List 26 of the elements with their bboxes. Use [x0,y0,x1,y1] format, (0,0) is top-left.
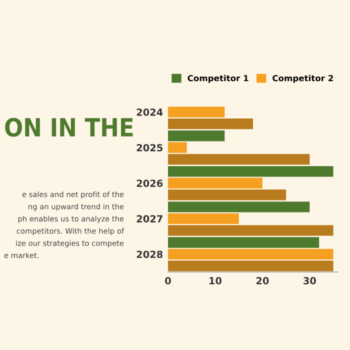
bar [168,166,334,177]
bar [168,248,334,260]
bar [168,118,253,130]
bar [168,106,225,118]
bar [168,130,225,142]
y-tick-label: 2027 [136,215,162,223]
y-tick-label: 2028 [136,250,163,258]
bar [168,178,262,188]
bar [168,260,334,272]
bar [168,190,286,200]
x-tick-label: 20 [256,277,269,284]
bar [168,237,320,248]
legend-label: Competitor 2 [272,74,333,83]
y-tick-label: 2025 [136,144,162,152]
y-tick-label: 2026 [136,180,163,187]
bar [168,202,310,212]
x-tick-label: 10 [210,277,222,284]
bar [168,154,310,165]
bar [168,225,334,236]
x-tick-label: 0 [165,277,171,284]
y-tick-label: 2024 [136,108,163,116]
legend-label: Competitor 1 [188,74,248,83]
bar [168,142,187,153]
text: ON IN THE [5,118,133,137]
x-tick-label: 30 [304,277,316,284]
bar [168,213,239,224]
